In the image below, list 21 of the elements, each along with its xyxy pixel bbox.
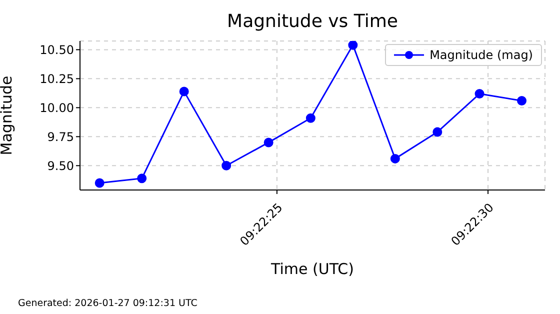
text: Generated: 2026-01-27 09:12:31 UTC	[18, 298, 198, 309]
point	[264, 138, 274, 148]
y-tick-label: 10.00	[40, 100, 74, 115]
y-axis-title: Magnitude	[0, 76, 16, 156]
point	[137, 174, 147, 184]
chart-title: Magnitude vs Time	[226, 11, 399, 32]
point	[179, 86, 189, 96]
y-tick-label: 9.75	[47, 130, 74, 144]
y-tick-label: 10.25	[40, 72, 74, 86]
point	[94, 178, 104, 188]
x-axis-title: Time (UTC)	[270, 260, 354, 278]
point	[432, 127, 442, 137]
y-tick-label: 10.50	[40, 42, 74, 57]
point	[348, 41, 358, 50]
point	[390, 154, 400, 164]
point	[517, 96, 526, 106]
point	[474, 89, 484, 99]
y-tick-label: 9.50	[47, 158, 74, 173]
point	[306, 113, 316, 123]
legend-label: Magnitude (mag)	[430, 48, 533, 62]
point	[222, 160, 232, 170]
